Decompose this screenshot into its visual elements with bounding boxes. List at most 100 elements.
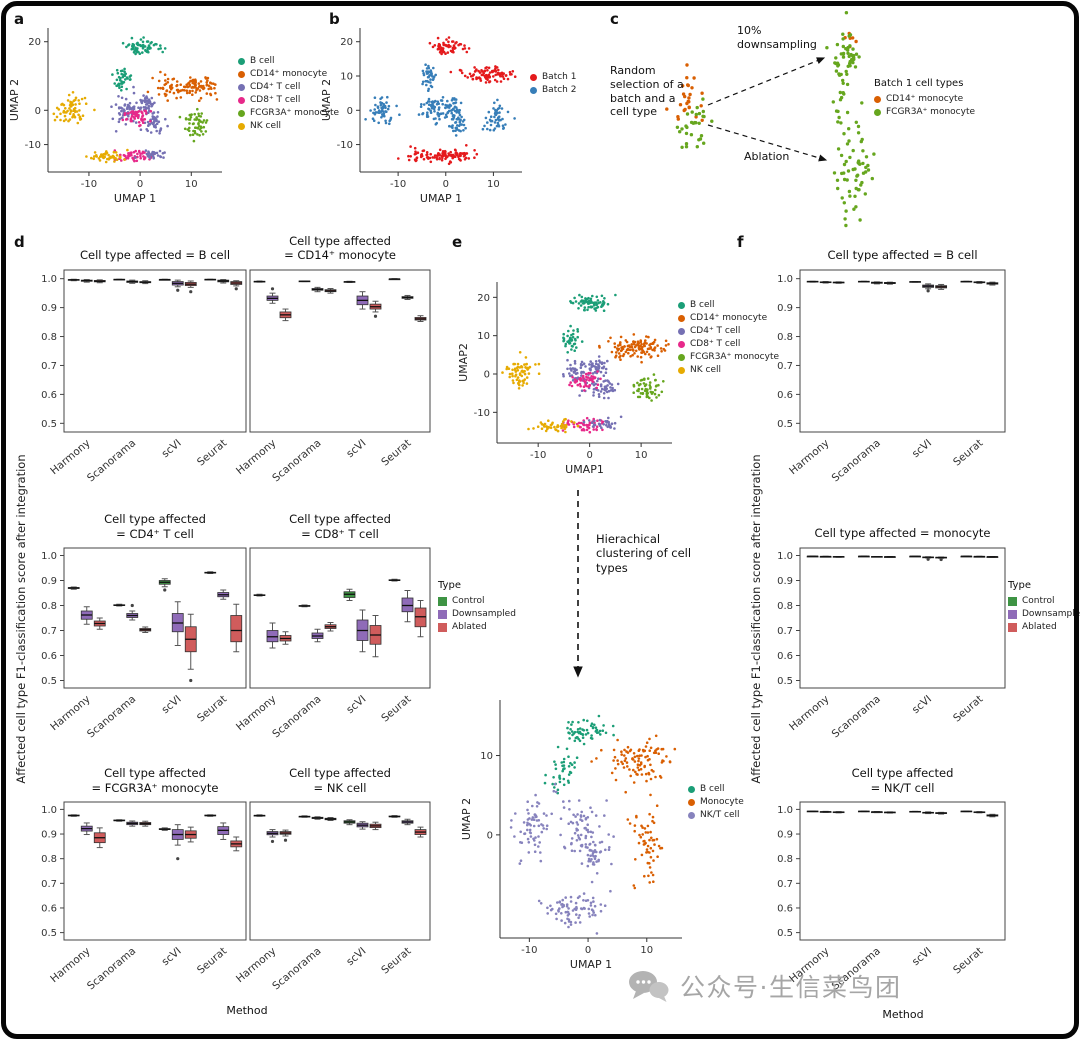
panel-label-d: d bbox=[14, 233, 25, 251]
legend-swatch-icon bbox=[678, 340, 685, 348]
legend-item: Batch 1 bbox=[530, 72, 576, 82]
svg-text:0.5: 0.5 bbox=[777, 928, 793, 939]
legend-item: Ablated bbox=[1008, 622, 1080, 632]
legend-swatch-icon bbox=[530, 86, 537, 94]
legend-swatch-icon bbox=[688, 811, 695, 819]
svg-text:UMAP 2: UMAP 2 bbox=[320, 79, 333, 121]
legend-item: CD14⁺ monocyte bbox=[238, 69, 339, 79]
legend-label: Downsampled bbox=[452, 609, 516, 619]
svg-text:Seurat: Seurat bbox=[379, 693, 413, 724]
svg-text:10: 10 bbox=[480, 751, 493, 762]
svg-text:10: 10 bbox=[185, 179, 198, 190]
panel-f-x-axis-label: Method bbox=[882, 1008, 924, 1021]
svg-text:0: 0 bbox=[585, 945, 591, 956]
svg-text:0.7: 0.7 bbox=[777, 361, 793, 372]
svg-text:0.8: 0.8 bbox=[777, 332, 793, 343]
svg-text:0.9: 0.9 bbox=[777, 576, 793, 587]
legend-label: NK/T cell bbox=[700, 810, 740, 820]
legend-label: FCGR3A⁺ monocyte bbox=[886, 107, 976, 117]
chart-umap_a: -10 0 10 20 0 -10 UMAP 1 UMAP 2 bbox=[8, 28, 222, 205]
svg-text:scVI: scVI bbox=[159, 945, 183, 968]
svg-text:Seurat: Seurat bbox=[951, 945, 985, 976]
panel-label-e: e bbox=[452, 233, 463, 251]
chart-schematic-c bbox=[665, 11, 876, 228]
legend-swatch-icon bbox=[238, 57, 245, 65]
legend-swatch-icon bbox=[678, 301, 685, 309]
svg-text:0: 0 bbox=[137, 179, 143, 190]
svg-text:Seurat: Seurat bbox=[951, 437, 985, 468]
svg-text:Harmony: Harmony bbox=[787, 437, 831, 477]
legend-swatch-icon bbox=[438, 596, 447, 606]
svg-text:Cell type affected: Cell type affected bbox=[104, 512, 206, 526]
legend-item: Downsampled bbox=[1008, 609, 1080, 619]
legend-label: CD14⁺ monocyte bbox=[886, 94, 964, 104]
svg-text:0.8: 0.8 bbox=[777, 854, 793, 865]
svg-text:Harmony: Harmony bbox=[234, 437, 278, 477]
chart-umap_e_top: -10 0 10 20 10 0 -10 UMAP1 UMAP2 bbox=[457, 282, 672, 476]
legend-panel-e-bottom: B cell Monocyte NK/T cell bbox=[688, 784, 744, 820]
svg-text:Harmony: Harmony bbox=[48, 945, 92, 985]
svg-text:0.9: 0.9 bbox=[41, 576, 57, 587]
legend-item: Batch 2 bbox=[530, 85, 576, 95]
svg-text:Scanorama: Scanorama bbox=[270, 693, 323, 740]
svg-text:= CD8⁺ T cell: = CD8⁺ T cell bbox=[301, 527, 379, 541]
svg-text:0: 0 bbox=[487, 830, 493, 841]
legend-panel-c: Batch 1 cell types CD14⁺ monocyte FCGR3A⁺ … bbox=[874, 78, 975, 117]
legend-label: CD4⁺ T cell bbox=[690, 326, 741, 336]
legend-swatch-icon bbox=[1008, 609, 1017, 619]
svg-text:-10: -10 bbox=[521, 945, 537, 956]
svg-text:0.8: 0.8 bbox=[41, 601, 57, 612]
panel-c-downsampling-text: 10% downsampling bbox=[737, 24, 817, 51]
legend-item: FCGR3A⁺ monocyte bbox=[238, 108, 339, 118]
svg-text:Scanorama: Scanorama bbox=[85, 945, 138, 992]
svg-text:0.6: 0.6 bbox=[41, 903, 57, 914]
legend-label: NK cell bbox=[250, 121, 281, 131]
panel-f-y-axis-label: Affected cell type F1-classification sco… bbox=[749, 454, 763, 784]
panel-label-c: c bbox=[610, 10, 619, 28]
legend-swatch-icon bbox=[688, 785, 695, 793]
svg-text:10: 10 bbox=[340, 72, 353, 83]
svg-text:Harmony: Harmony bbox=[48, 693, 92, 733]
legend-panel-e-top: B cell CD14⁺ monocyte CD4⁺ T cell CD8⁺ T ce… bbox=[678, 300, 779, 375]
legend-panel-f-type: Type Control Downsampled Ablated bbox=[1008, 580, 1080, 632]
svg-text:0.5: 0.5 bbox=[41, 419, 57, 430]
svg-text:Seurat: Seurat bbox=[195, 693, 229, 724]
legend-panel-a: B cell CD14⁺ monocyte CD4⁺ T cell CD8⁺ T ce… bbox=[238, 56, 339, 131]
svg-text:Seurat: Seurat bbox=[951, 693, 985, 724]
svg-text:Cell type affected: Cell type affected bbox=[289, 766, 391, 780]
svg-text:Scanorama: Scanorama bbox=[85, 693, 138, 740]
legend-item: CD14⁺ monocyte bbox=[874, 94, 975, 104]
legend-label: CD14⁺ monocyte bbox=[690, 313, 768, 323]
svg-text:10: 10 bbox=[635, 450, 648, 461]
legend-item: Downsampled bbox=[438, 609, 516, 619]
svg-text:0.6: 0.6 bbox=[777, 390, 793, 401]
svg-text:0.6: 0.6 bbox=[41, 651, 57, 662]
svg-text:Cell type affected: Cell type affected bbox=[289, 512, 391, 526]
svg-text:UMAP 2: UMAP 2 bbox=[8, 79, 21, 121]
svg-text:1.0: 1.0 bbox=[777, 274, 793, 285]
legend-swatch-icon bbox=[874, 95, 881, 103]
svg-text:20: 20 bbox=[28, 37, 41, 48]
svg-text:UMAP 1: UMAP 1 bbox=[570, 958, 612, 971]
svg-text:Cell type affected: Cell type affected bbox=[852, 766, 954, 780]
legend-label: NK cell bbox=[690, 365, 721, 375]
svg-text:= FCGR3A⁺ monocyte: = FCGR3A⁺ monocyte bbox=[91, 781, 218, 795]
svg-text:0: 0 bbox=[586, 450, 592, 461]
svg-text:0.5: 0.5 bbox=[41, 928, 57, 939]
svg-text:10: 10 bbox=[640, 945, 653, 956]
svg-text:1.0: 1.0 bbox=[41, 805, 57, 816]
panel-c-ablation-text: Ablation bbox=[744, 150, 790, 163]
legend-item: B cell bbox=[678, 300, 779, 310]
chart-umap_e_bottom: -10 0 10 10 0 UMAP 1 UMAP 2 bbox=[460, 700, 682, 971]
svg-text:20: 20 bbox=[340, 37, 353, 48]
watermark-text: 公众号·生信菜鸟团 bbox=[680, 973, 902, 1002]
legend-label: B cell bbox=[690, 300, 715, 310]
svg-text:Cell type affected = monocyte: Cell type affected = monocyte bbox=[815, 526, 991, 540]
svg-text:-10: -10 bbox=[25, 140, 41, 151]
